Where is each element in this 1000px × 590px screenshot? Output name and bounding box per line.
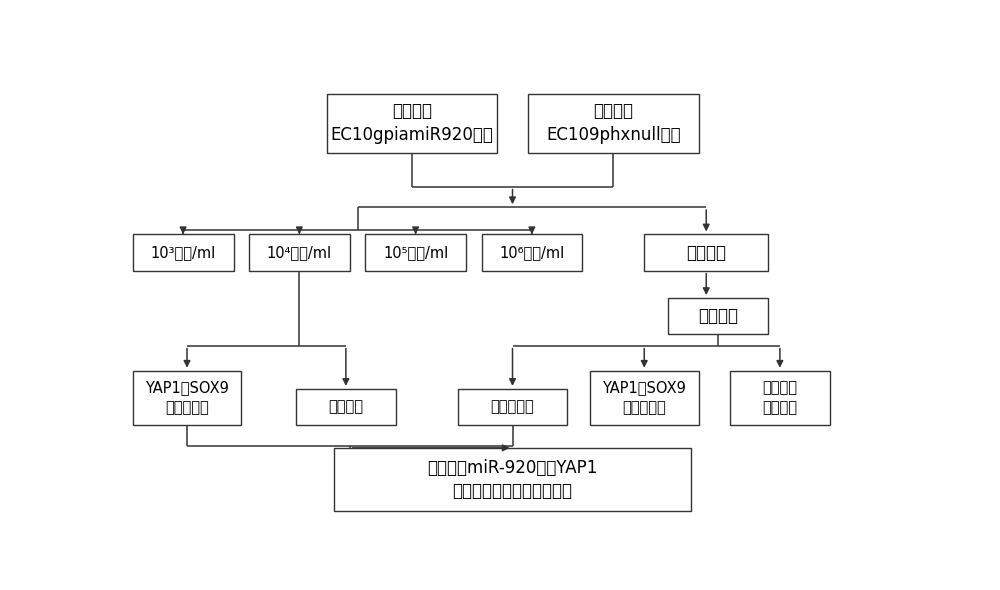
FancyBboxPatch shape: [326, 93, 497, 153]
FancyBboxPatch shape: [482, 234, 582, 271]
Text: 裸鼠成瘤: 裸鼠成瘤: [686, 244, 726, 261]
Text: 凋亡相关
蛋白检测: 凋亡相关 蛋白检测: [762, 381, 797, 415]
FancyBboxPatch shape: [334, 448, 691, 512]
FancyBboxPatch shape: [296, 389, 396, 425]
Text: 瘤组织变化: 瘤组织变化: [491, 399, 534, 415]
Text: 体内阐明miR-920调控YAP1
在食管癌化疗耐药中的作用: 体内阐明miR-920调控YAP1 在食管癌化疗耐药中的作用: [427, 459, 598, 500]
Text: YAP1、SOX9
等分子检测: YAP1、SOX9 等分子检测: [602, 381, 686, 415]
Text: 稳定筛选
EC10gpiamiR920细胞: 稳定筛选 EC10gpiamiR920细胞: [330, 102, 493, 144]
FancyBboxPatch shape: [249, 234, 350, 271]
Text: 10⁴细胞/ml: 10⁴细胞/ml: [267, 245, 332, 260]
FancyBboxPatch shape: [644, 234, 768, 271]
Text: YAP1、SOX9
等分子检测: YAP1、SOX9 等分子检测: [145, 381, 229, 415]
FancyBboxPatch shape: [528, 93, 698, 153]
FancyBboxPatch shape: [133, 234, 234, 271]
Text: 10⁶细胞/ml: 10⁶细胞/ml: [499, 245, 564, 260]
Text: 稳定筛选
EC109phxnull细胞: 稳定筛选 EC109phxnull细胞: [546, 102, 681, 144]
FancyBboxPatch shape: [668, 298, 768, 335]
Text: 顺铂治疗: 顺铂治疗: [698, 307, 738, 325]
FancyBboxPatch shape: [458, 389, 567, 425]
Text: 成瘤能力: 成瘤能力: [328, 399, 363, 415]
Text: 10⁵细胞/ml: 10⁵细胞/ml: [383, 245, 448, 260]
Text: 10³细胞/ml: 10³细胞/ml: [150, 245, 216, 260]
FancyBboxPatch shape: [730, 371, 830, 425]
FancyBboxPatch shape: [590, 371, 698, 425]
FancyBboxPatch shape: [365, 234, 466, 271]
FancyBboxPatch shape: [133, 371, 241, 425]
